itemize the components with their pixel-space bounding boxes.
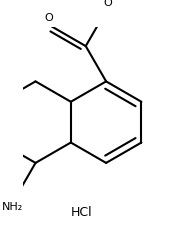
Text: O: O	[44, 13, 53, 23]
Text: NH₂: NH₂	[2, 202, 23, 212]
Text: O: O	[103, 0, 112, 8]
Text: HCl: HCl	[71, 206, 92, 219]
